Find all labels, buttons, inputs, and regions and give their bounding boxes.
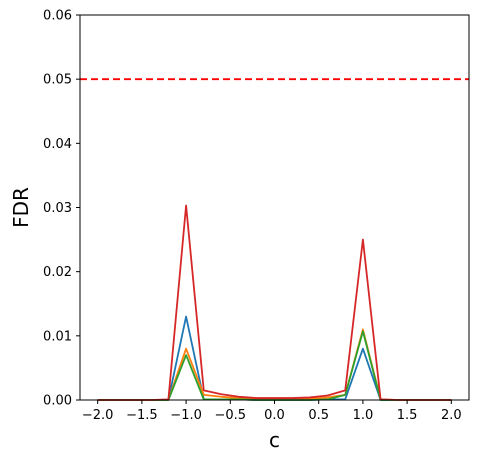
x-tick-label: −0.5 — [215, 408, 247, 423]
y-tick-label: 0.04 — [43, 137, 72, 152]
x-axis-label: c — [269, 428, 280, 452]
y-axis-label: FDR — [9, 187, 33, 228]
x-tick-label: −1.5 — [126, 408, 158, 423]
x-tick-label: 1.0 — [353, 408, 374, 423]
x-tick-label: −1.0 — [170, 408, 202, 423]
x-axis-ticks: −2.0 −1.5 −1.0 −0.5 0.0 0.5 1.0 1.5 2.0 — [82, 400, 462, 423]
series-line-2 — [97, 328, 452, 401]
x-tick-label: 2.0 — [441, 408, 462, 423]
series-line-3 — [97, 330, 452, 401]
plot-area-frame — [79, 14, 470, 401]
y-tick-label: 0.00 — [43, 394, 72, 409]
series-line-4 — [97, 204, 452, 401]
series-layer — [97, 204, 452, 401]
y-tick-label: 0.03 — [43, 201, 72, 216]
x-tick-label: 0.5 — [308, 408, 329, 423]
y-tick-label: 0.01 — [43, 329, 72, 344]
x-tick-label: 0.0 — [264, 408, 285, 423]
y-tick-label: 0.02 — [43, 265, 72, 280]
series-line-1 — [97, 315, 452, 401]
y-tick-label: 0.05 — [43, 73, 72, 88]
y-axis-ticks: 0.00 0.01 0.02 0.03 0.04 0.05 0.06 — [43, 9, 80, 409]
x-tick-label: 1.5 — [397, 408, 418, 423]
x-tick-label: −2.0 — [82, 408, 114, 423]
y-tick-label: 0.06 — [43, 9, 72, 24]
